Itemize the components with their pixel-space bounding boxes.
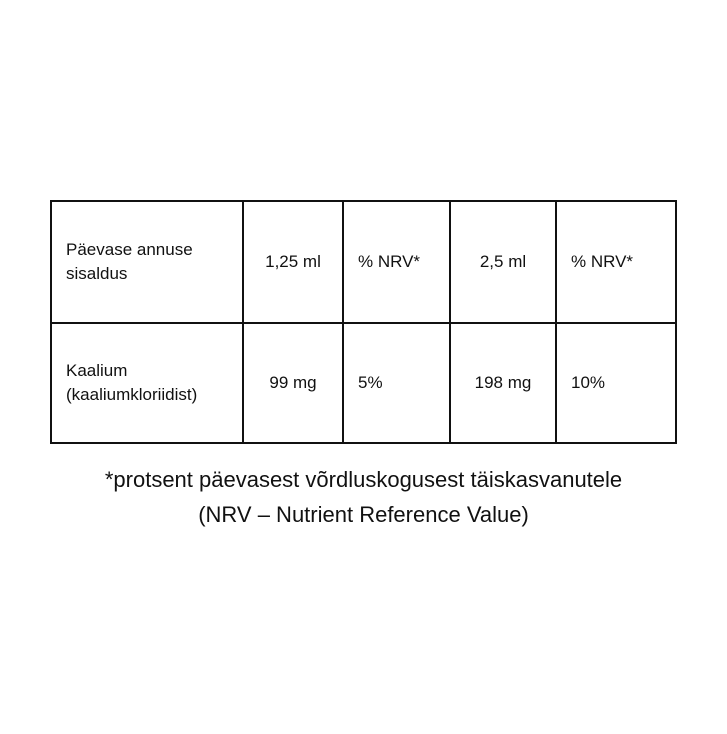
cell: Kaalium (kaaliumkloriidist) <box>50 322 244 444</box>
table-row: Kaalium (kaaliumkloriidist) 99 mg 5% 198… <box>50 322 677 444</box>
cell: 5% <box>342 322 451 444</box>
header-cell: % NRV* <box>342 200 451 324</box>
cell: 198 mg <box>449 322 557 444</box>
header-cell: % NRV* <box>555 200 677 324</box>
header-cell: Päevase annuse sisaldus <box>50 200 244 324</box>
cell: 99 mg <box>242 322 344 444</box>
cell: 10% <box>555 322 677 444</box>
footnote: *protsent päevasest võrdluskogusest täis… <box>0 462 727 532</box>
footnote-line-1: *protsent päevasest võrdluskogusest täis… <box>104 467 623 492</box>
nutrition-table: Päevase annuse sisaldus 1,25 ml % NRV* 2… <box>50 200 677 444</box>
header-cell: 1,25 ml <box>242 200 344 324</box>
table-header-row: Päevase annuse sisaldus 1,25 ml % NRV* 2… <box>50 200 677 324</box>
header-cell: 2,5 ml <box>449 200 557 324</box>
footnote-line-2: (NRV – Nutrient Reference Value) <box>198 502 529 527</box>
